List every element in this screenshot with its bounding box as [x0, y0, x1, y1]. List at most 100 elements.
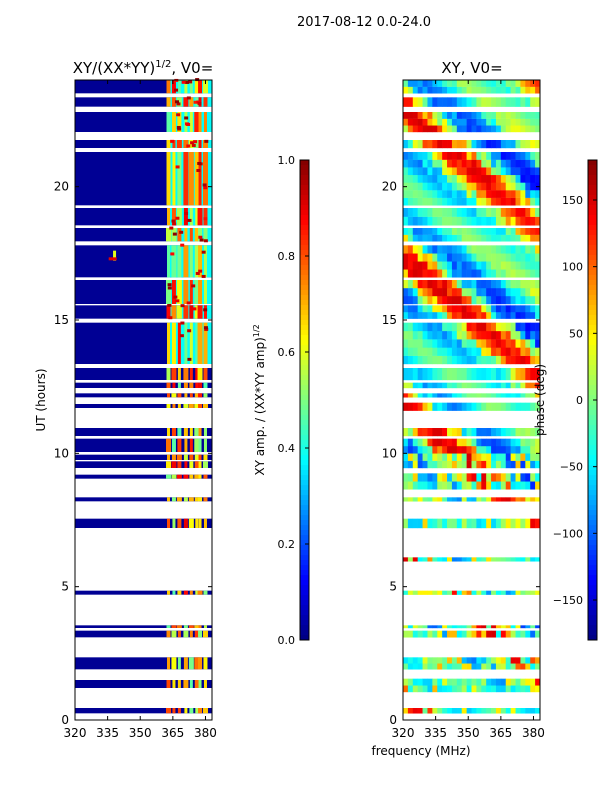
- amplitude-colorbar-frame: [299, 159, 310, 641]
- colorbar-swatch: [300, 480, 309, 486]
- left-title-sup: 1/2: [155, 59, 171, 70]
- y-tick-label: 5: [61, 580, 69, 594]
- colorbar-swatch: [300, 535, 309, 541]
- left-title-main: XY/(XX*YY): [73, 59, 156, 77]
- colorbar-swatch: [300, 545, 309, 551]
- right-data-band: [403, 245, 541, 278]
- right-data-band: [403, 590, 541, 595]
- colorbar-swatch: [588, 230, 597, 236]
- colorbar-swatch: [300, 415, 309, 421]
- colorbar-swatch: [588, 220, 597, 226]
- right-data-band: [403, 152, 541, 206]
- colorbar-swatch: [588, 415, 597, 421]
- colorbar-swatch: [588, 290, 597, 296]
- left-plot-frame: [74, 79, 213, 721]
- colorbar-swatch: [300, 225, 309, 231]
- colorbar-swatch: [300, 255, 309, 261]
- colorbar-swatch: [300, 185, 309, 191]
- colorbar-swatch: [588, 440, 597, 446]
- colorbar-swatch: [300, 390, 309, 396]
- left-data-band: [75, 518, 212, 528]
- colorbar-swatch: [300, 335, 309, 341]
- amplitude-colorbar: 0.0 0.2 0.4 0.6 0.8 1.0 XY amp. / (XX*YY amp)…: [252, 154, 310, 647]
- colorbar-swatch: [300, 295, 309, 301]
- colorbar-swatch: [300, 235, 309, 241]
- colorbar-swatch: [300, 585, 309, 591]
- colorbar-swatch: [588, 265, 597, 271]
- colorbar-swatch: [300, 575, 309, 581]
- left-data-band: [75, 680, 212, 688]
- colorbar-swatch: [300, 495, 309, 501]
- colorbar-swatch: [588, 320, 597, 326]
- colorbar-swatch: [300, 420, 309, 426]
- colorbar-swatch: [300, 505, 309, 511]
- colorbar-swatch: [588, 360, 597, 366]
- colorbar-swatch: [588, 465, 597, 471]
- left-data-band: [75, 368, 212, 380]
- colorbar-swatch: [588, 190, 597, 196]
- phase-colorbar: −150 −100 −50 0 50 100 150 phase (deg): [533, 159, 598, 641]
- colorbar-swatch: [300, 625, 309, 631]
- colorbar-swatch: [588, 495, 597, 501]
- figure-suptitle: 2017-08-12 0.0-24.0: [297, 15, 431, 30]
- colorbar-swatch: [300, 450, 309, 456]
- colorbar-swatch: [300, 525, 309, 531]
- colorbar-swatch: [588, 240, 597, 246]
- colorbar-swatch: [588, 500, 597, 506]
- left-data-band: [75, 382, 212, 388]
- right-plot-frame: [402, 79, 541, 721]
- colorbar-swatch: [300, 635, 309, 641]
- right-data-band: [403, 228, 541, 242]
- x-tick-label: 350: [457, 726, 480, 740]
- colorbar-swatch: [300, 260, 309, 266]
- right-data-band: [403, 473, 541, 490]
- colorbar-swatch: [588, 195, 597, 201]
- right-data-band: [403, 97, 541, 107]
- left-data-band: [75, 657, 212, 670]
- y-tick-label: 15: [382, 313, 397, 327]
- colorbar-swatch: [588, 565, 597, 571]
- colorbar-tick-label: 0.2: [278, 538, 296, 551]
- phase-colorbar-label: phase (deg): [533, 364, 547, 436]
- colorbar-swatch: [300, 305, 309, 311]
- colorbar-swatch: [588, 480, 597, 486]
- colorbar-swatch: [300, 460, 309, 466]
- colorbar-swatch: [300, 265, 309, 271]
- colorbar-swatch: [588, 185, 597, 191]
- left-data-band: [75, 243, 212, 278]
- right-data-band: [403, 80, 541, 94]
- colorbar-swatch: [300, 560, 309, 566]
- colorbar-swatch: [588, 370, 597, 376]
- colorbar-swatch: [300, 410, 309, 416]
- colorbar-swatch: [300, 275, 309, 281]
- x-tick-label: 350: [129, 726, 152, 740]
- colorbar-swatch: [300, 540, 309, 546]
- colorbar-swatch: [588, 595, 597, 601]
- colorbar-swatch: [300, 500, 309, 506]
- left-ylabel: UT (hours): [34, 368, 48, 431]
- right-data-band: [403, 657, 541, 670]
- colorbar-swatch: [588, 485, 597, 491]
- colorbar-swatch: [588, 170, 597, 176]
- colorbar-swatch: [588, 560, 597, 566]
- left-data-band: [75, 393, 212, 398]
- right-data-band: [403, 402, 541, 411]
- left-data-band: [75, 303, 212, 320]
- colorbar-swatch: [588, 175, 597, 181]
- colorbar-swatch: [300, 360, 309, 366]
- colorbar-swatch: [588, 585, 597, 591]
- colorbar-swatch: [300, 590, 309, 596]
- colorbar-swatch: [300, 630, 309, 636]
- colorbar-swatch: [300, 165, 309, 171]
- colorbar-swatch: [300, 445, 309, 451]
- x-tick-label: 380: [194, 726, 217, 740]
- colorbar-swatch: [300, 190, 309, 196]
- colorbar-swatch: [588, 555, 597, 561]
- colorbar-swatch: [300, 490, 309, 496]
- left-title-tail: , V0=: [171, 59, 213, 77]
- colorbar-tick-label: 150: [562, 194, 583, 207]
- right-data-band: [403, 322, 541, 365]
- colorbar-swatch: [300, 160, 309, 166]
- colorbar-swatch: [588, 450, 597, 456]
- colorbar-swatch: [300, 350, 309, 356]
